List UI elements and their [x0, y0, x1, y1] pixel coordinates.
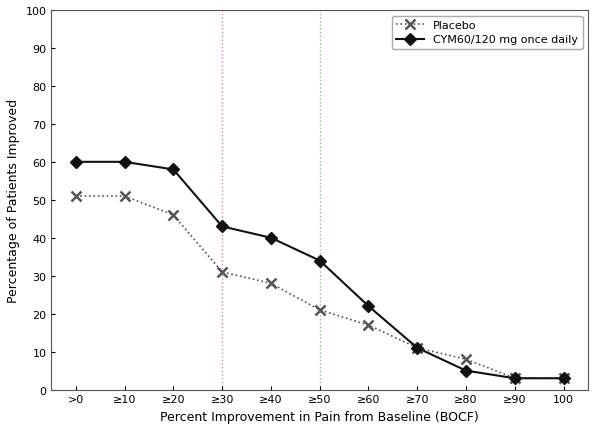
Placebo [121, 194, 128, 199]
Placebo [316, 307, 323, 313]
Placebo [365, 323, 372, 328]
Placebo [267, 281, 274, 286]
Placebo [218, 270, 226, 275]
Line: CYM60/120 mg once daily: CYM60/120 mg once daily [71, 158, 568, 383]
CYM60/120 mg once daily [121, 160, 128, 165]
Placebo [72, 194, 79, 199]
Placebo [414, 345, 421, 350]
Legend: Placebo, CYM60/120 mg once daily: Placebo, CYM60/120 mg once daily [392, 16, 583, 50]
CYM60/120 mg once daily [511, 376, 518, 381]
CYM60/120 mg once daily [560, 376, 567, 381]
CYM60/120 mg once daily [365, 304, 372, 309]
X-axis label: Percent Improvement in Pain from Baseline (BOCF): Percent Improvement in Pain from Baselin… [160, 410, 479, 423]
CYM60/120 mg once daily [72, 160, 79, 165]
CYM60/120 mg once daily [462, 368, 469, 373]
Line: Placebo: Placebo [71, 192, 568, 383]
CYM60/120 mg once daily [316, 258, 323, 264]
Placebo [462, 357, 469, 362]
CYM60/120 mg once daily [267, 236, 274, 241]
CYM60/120 mg once daily [218, 224, 226, 230]
Placebo [511, 376, 518, 381]
Placebo [170, 213, 177, 218]
Placebo [560, 376, 567, 381]
Y-axis label: Percentage of Patients Improved: Percentage of Patients Improved [7, 98, 20, 302]
CYM60/120 mg once daily [170, 167, 177, 172]
CYM60/120 mg once daily [414, 345, 421, 350]
